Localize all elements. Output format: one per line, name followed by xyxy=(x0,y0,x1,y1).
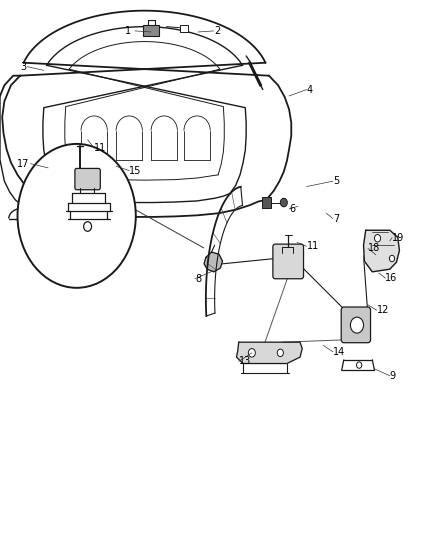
Text: 19: 19 xyxy=(392,233,404,243)
Bar xyxy=(180,25,188,32)
Polygon shape xyxy=(204,252,223,272)
Circle shape xyxy=(248,349,255,357)
Circle shape xyxy=(280,198,287,207)
Circle shape xyxy=(84,222,92,231)
Text: 1: 1 xyxy=(125,26,131,36)
Text: 2: 2 xyxy=(215,26,221,36)
Circle shape xyxy=(357,362,362,368)
Text: 12: 12 xyxy=(377,305,389,315)
Polygon shape xyxy=(237,342,302,364)
Bar xyxy=(262,197,271,208)
Text: 3: 3 xyxy=(20,62,26,71)
Text: 16: 16 xyxy=(385,273,398,283)
Circle shape xyxy=(350,317,364,333)
FancyBboxPatch shape xyxy=(341,307,371,343)
Text: 7: 7 xyxy=(333,214,339,223)
Text: 5: 5 xyxy=(333,176,339,186)
Polygon shape xyxy=(364,230,399,272)
FancyBboxPatch shape xyxy=(75,168,100,190)
Text: 18: 18 xyxy=(368,244,380,253)
Bar xyxy=(143,25,159,36)
Circle shape xyxy=(18,144,136,288)
Text: 8: 8 xyxy=(195,274,201,284)
Circle shape xyxy=(389,255,395,262)
Text: 6: 6 xyxy=(289,204,295,214)
Circle shape xyxy=(277,349,283,357)
FancyBboxPatch shape xyxy=(273,244,304,279)
Text: 15: 15 xyxy=(129,166,141,175)
Text: 13: 13 xyxy=(239,357,251,366)
Circle shape xyxy=(374,235,381,242)
Text: 4: 4 xyxy=(307,85,313,94)
Text: 9: 9 xyxy=(390,371,396,381)
Text: 14: 14 xyxy=(333,347,345,357)
Text: 11: 11 xyxy=(94,143,106,153)
Text: 17: 17 xyxy=(18,159,30,168)
Text: 11: 11 xyxy=(307,241,319,251)
